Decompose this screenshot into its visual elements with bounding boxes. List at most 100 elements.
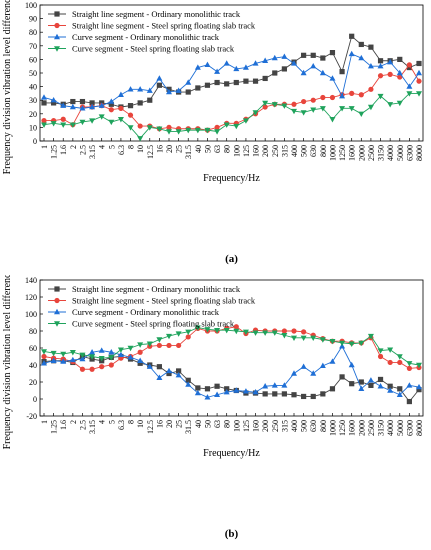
- series-3-point: [41, 360, 47, 366]
- x-tick-label: 63: [213, 420, 222, 428]
- series-1-point: [416, 387, 422, 393]
- series-1-point: [387, 383, 393, 389]
- x-tick-label: 4: [98, 420, 107, 424]
- series-4-point: [252, 110, 259, 116]
- x-tick-label: 250: [271, 145, 280, 157]
- x-tick-label: 1600: [348, 145, 357, 161]
- series-4-point: [339, 106, 346, 112]
- series-3-point: [166, 367, 172, 374]
- series-3-point: [358, 385, 365, 391]
- series-1-point: [214, 79, 220, 86]
- series-3-point: [416, 383, 422, 390]
- series-2-point: [176, 342, 182, 349]
- series-1-point: [156, 82, 162, 88]
- series-4-point: [223, 122, 230, 128]
- series-2-point: [368, 86, 374, 92]
- y-tick-label: 50: [29, 69, 37, 78]
- series-3-point: [242, 64, 249, 70]
- series-2-point: [99, 364, 105, 370]
- series-4-point: [319, 337, 326, 343]
- series-1-point: [137, 100, 143, 106]
- series-1-point: [127, 103, 134, 109]
- series-2-point: [301, 98, 307, 105]
- series-2-point: [214, 124, 220, 130]
- legend-label: Straight line segment - Steel spring flo…: [72, 296, 256, 306]
- series-4-point: [310, 107, 317, 113]
- x-tick-label: 4: [98, 145, 107, 149]
- x-tick-label: 5: [107, 420, 116, 424]
- series-4-point: [300, 110, 307, 116]
- series-1-point: [262, 391, 268, 397]
- x-tick-label: 250: [271, 420, 280, 432]
- series-2-point: [185, 334, 191, 340]
- series-2-point: [291, 328, 297, 334]
- legend-label: Curve segment - Steel spring floating sl…: [72, 44, 235, 54]
- series-1-point: [214, 383, 220, 389]
- series-4-point: [117, 117, 124, 123]
- series-3-point: [387, 387, 394, 393]
- y-tick-label: 40: [29, 83, 37, 92]
- series-1-point: [406, 398, 412, 405]
- series-4-point: [242, 118, 249, 124]
- series-3-point: [271, 54, 278, 61]
- series-4-point: [310, 335, 317, 341]
- x-tick-label: 160: [252, 145, 261, 157]
- series-2: [41, 62, 422, 133]
- series-3-point: [194, 64, 201, 70]
- series-4-point: [127, 345, 134, 352]
- series-3-point: [262, 383, 269, 389]
- series-1-point: [185, 89, 191, 95]
- x-tick-label: 1.6: [59, 145, 68, 155]
- series-4-point: [89, 118, 96, 124]
- series-4-point: [233, 328, 240, 335]
- series-3: [41, 343, 422, 400]
- series-4-point: [194, 127, 201, 134]
- x-tick-label: 315: [280, 145, 289, 157]
- x-tick-label: 500: [300, 420, 309, 432]
- series-3-point: [233, 387, 240, 393]
- series-4-point: [146, 341, 153, 347]
- series-4-point: [329, 339, 336, 345]
- series-1-point: [358, 379, 364, 385]
- legend-label: Curve segment - Ordinary monolithic trac…: [72, 307, 220, 317]
- y-axis-title: Frequency division vibration level diffe…: [2, 0, 13, 174]
- y-tick-label: 80: [29, 327, 37, 336]
- series-2-point: [329, 94, 336, 101]
- series-4-point: [319, 106, 326, 112]
- series-3-point: [214, 68, 221, 74]
- x-tick-label: 1250: [338, 420, 347, 436]
- series-2-point: [416, 78, 422, 84]
- series-2-point: [137, 123, 143, 129]
- series-3-point: [367, 377, 374, 383]
- x-tick-label: 800: [319, 145, 328, 157]
- x-tick-label: 2500: [367, 420, 376, 436]
- series-2-point: [156, 342, 162, 349]
- series-4-point: [271, 330, 278, 336]
- legend-label: Straight line segment - Ordinary monolit…: [72, 284, 241, 294]
- series-1-point: [252, 78, 259, 84]
- series-1-point: [368, 382, 374, 388]
- y-tick-label: 40: [29, 361, 37, 370]
- series-3-point: [60, 102, 67, 108]
- x-tick-label: 16: [155, 420, 164, 428]
- series-1-point: [176, 368, 182, 374]
- series-1-point: [397, 386, 403, 392]
- series-4-point: [214, 327, 221, 334]
- series-3-point: [348, 50, 355, 57]
- series-1-point: [406, 64, 412, 71]
- series-4-point: [79, 119, 86, 126]
- x-tick-label: 40: [194, 145, 203, 153]
- series-4-point: [416, 362, 422, 369]
- series-2-point: [41, 118, 47, 124]
- series-3-point: [281, 382, 288, 388]
- series-4-point: [387, 347, 394, 353]
- x-tick-label: 4000: [386, 420, 395, 436]
- x-tick-label: 12.5: [146, 420, 155, 434]
- series-1-point: [108, 101, 114, 107]
- series-1-point: [416, 60, 422, 67]
- x-tick-label: 400: [290, 145, 299, 157]
- series-1-point: [51, 100, 57, 106]
- series-3-point: [175, 372, 182, 378]
- series-3-point: [89, 349, 96, 355]
- x-tick-label: 3150: [377, 420, 386, 436]
